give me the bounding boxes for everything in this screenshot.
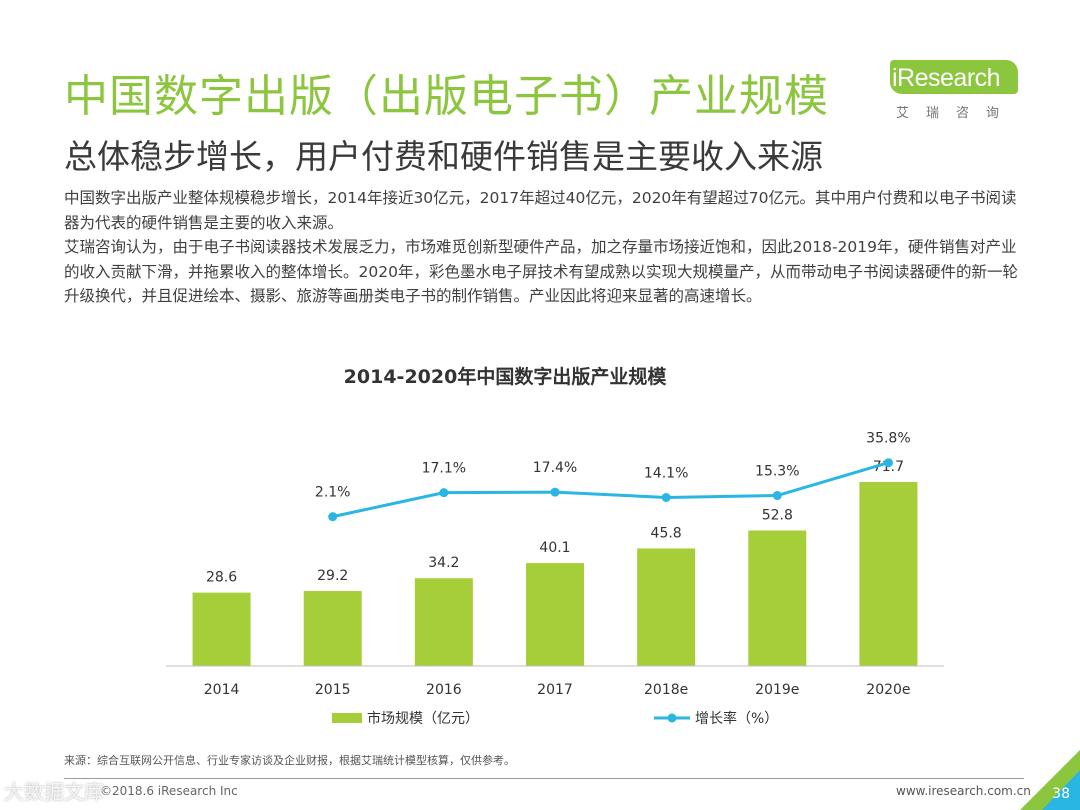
growth-rate-label: 14.1% (644, 465, 688, 481)
growth-rate-point (772, 491, 782, 501)
growth-rate-point (328, 512, 338, 522)
logo-text: iResearch (892, 64, 1001, 92)
page-corner-decoration (1020, 750, 1080, 810)
page-number: 38 (1052, 786, 1070, 802)
logo-badge: iResearch (890, 60, 1018, 94)
body-text: 中国数字出版产业整体规模稳步增长，2014年接近30亿元，2017年超过40亿元… (64, 186, 1029, 309)
footer-divider (64, 778, 1024, 779)
growth-rate-point (883, 458, 893, 468)
bar-value-label: 52.8 (762, 508, 793, 524)
body-paragraph-2: 艾瑞咨询认为，由于电子书阅读器技术发展乏力，市场难觅创新型硬件产品，加之存量市场… (64, 238, 1018, 305)
page-title: 中国数字出版（出版电子书）产业规模 (64, 71, 829, 122)
bar-value-label: 40.1 (539, 540, 570, 556)
legend-line-label: 增长率（%） (695, 710, 778, 727)
bar-value-label: 28.6 (206, 570, 237, 586)
x-tick-label: 2017 (537, 682, 573, 698)
legend-bar-swatch (332, 713, 362, 723)
bar-2017 (526, 563, 584, 666)
chart-title: 2014-2020年中国数字出版产业规模 (344, 365, 668, 388)
bar-2015 (303, 591, 362, 666)
bar-2014 (192, 592, 251, 666)
bar-value-label: 29.2 (317, 568, 348, 584)
legend-line-marker (667, 713, 677, 723)
x-tick-label: 2019e (755, 682, 799, 698)
x-tick-label: 2014 (204, 682, 240, 698)
page-subtitle: 总体稳步增长，用户付费和硬件销售是主要收入来源 (64, 137, 823, 176)
bar-value-label: 34.2 (428, 555, 459, 571)
growth-rate-label: 2.1% (315, 485, 351, 501)
body-paragraph-1: 中国数字出版产业整体规模稳步增长，2014年接近30亿元，2017年超过40亿元… (64, 189, 1017, 232)
iresearch-logo: iResearch 艾瑞咨询 (890, 58, 1040, 128)
x-tick-label: 2016 (426, 682, 462, 698)
growth-rate-line (332, 461, 889, 519)
growth-rate-point (439, 488, 449, 498)
growth-rate-label: 35.8% (866, 431, 910, 447)
footer-website: www.iresearch.com.cn (896, 784, 1031, 798)
bar-2016 (414, 578, 473, 666)
market-size-chart: 2014-2020年中国数字出版产业规模 28.6 2014 29.2 2015 34.2… (166, 365, 944, 727)
source-note: 来源：综合互联网公开信息、行业专家访谈及企业财报，根据艾瑞统计模型核算，仅供参考… (64, 754, 515, 767)
bar-2020e (859, 482, 918, 666)
watermark: 大数据文库 (4, 780, 104, 804)
x-tick-label: 2015 (315, 682, 351, 698)
bar-value-label: 45.8 (651, 525, 682, 541)
growth-rate-point (661, 492, 671, 502)
bar-2018e (637, 548, 696, 666)
logo-cn-text: 艾瑞咨询 (896, 106, 1017, 121)
x-tick-label: 2020e (866, 682, 910, 698)
legend-bar-label: 市场规模（亿元） (367, 710, 479, 727)
growth-rate-label: 17.1% (422, 461, 466, 477)
bar-2019e (748, 530, 807, 666)
growth-rate-label: 15.3% (755, 464, 799, 480)
x-tick-label: 2018e (644, 682, 688, 698)
growth-rate-label: 17.4% (533, 460, 577, 476)
footer-copyright: ©2018.6 iResearch Inc (100, 784, 238, 798)
growth-rate-point (550, 487, 560, 497)
